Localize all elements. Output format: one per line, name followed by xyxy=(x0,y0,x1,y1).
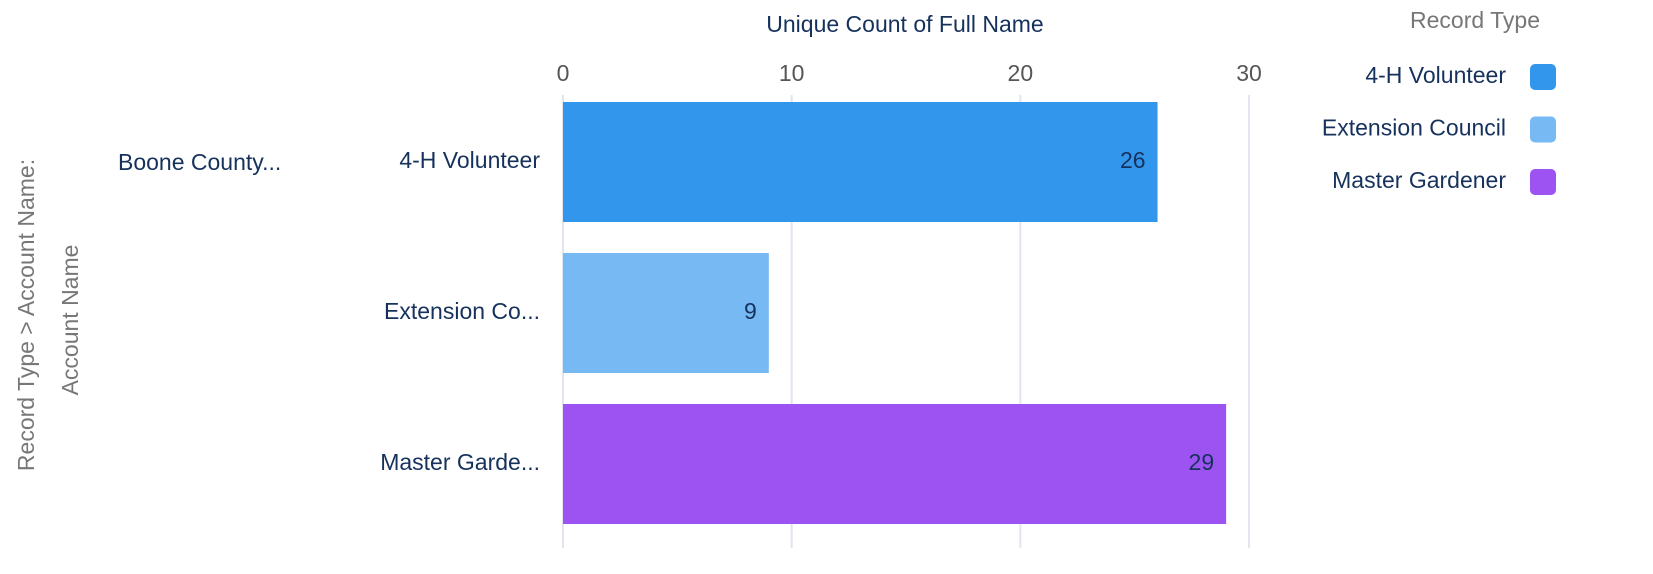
legend-swatch xyxy=(1530,116,1556,143)
bar xyxy=(563,404,1227,524)
x-tick-label: 30 xyxy=(1236,60,1262,86)
legend-title: Record Type xyxy=(1410,7,1540,33)
legend-label: Master Gardener xyxy=(1332,167,1506,193)
y-axis-label: Account Name xyxy=(57,245,83,396)
y-tick-label: Extension Co... xyxy=(384,298,540,324)
value-label: 9 xyxy=(744,298,757,324)
legend-swatch xyxy=(1530,169,1556,195)
group-label: Boone County... xyxy=(118,149,281,175)
legend-label: Extension Council xyxy=(1322,115,1506,141)
bar xyxy=(563,102,1158,222)
x-axis-label: Unique Count of Full Name xyxy=(766,11,1043,37)
x-tick-label: 10 xyxy=(779,60,805,86)
x-tick-label: 0 xyxy=(557,60,570,86)
legend-swatch xyxy=(1530,64,1556,90)
value-label: 29 xyxy=(1189,449,1215,475)
legend-label: 4-H Volunteer xyxy=(1365,62,1506,88)
bar xyxy=(563,253,769,373)
y-tick-label: Master Garde... xyxy=(380,449,540,475)
x-tick-label: 20 xyxy=(1008,60,1034,86)
y-tick-label: 4-H Volunteer xyxy=(399,147,540,173)
value-label: 26 xyxy=(1120,147,1146,173)
y-axis-label: Record Type > Account Name: xyxy=(13,159,39,471)
